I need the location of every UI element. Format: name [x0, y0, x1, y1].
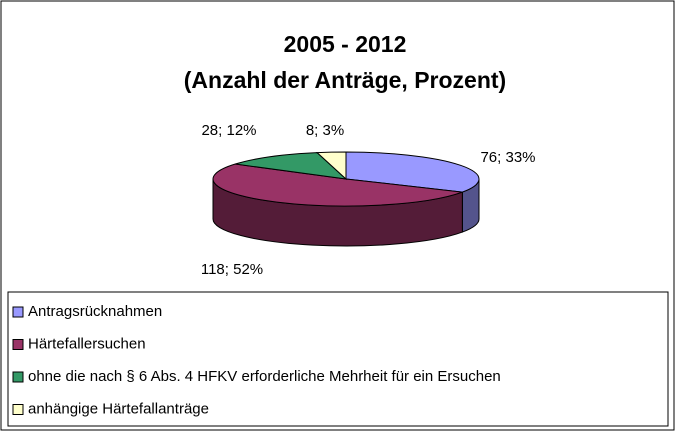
legend-swatch	[12, 404, 24, 415]
legend-label: anhängige Härtefallanträge	[28, 400, 209, 417]
data-label: 28; 12%	[201, 122, 256, 139]
data-label: 76; 33%	[480, 149, 535, 166]
legend-label: ohne die nach § 6 Abs. 4 HFKV erforderli…	[28, 368, 501, 385]
legend-swatch	[12, 306, 24, 318]
data-label: 118; 52%	[201, 261, 263, 278]
pie-slice	[235, 152, 348, 180]
pie-slice	[315, 151, 347, 181]
legend-label: Härtefallersuchen	[28, 335, 146, 352]
data-label: 8; 3%	[306, 122, 344, 139]
legend-label: Antragsrücknahmen	[28, 303, 162, 320]
chart-title: 2005 - 2012	[284, 31, 407, 57]
pie-slice	[212, 163, 463, 207]
chart-title: (Anzahl der Anträge, Prozent)	[184, 67, 506, 93]
legend-swatch	[12, 371, 24, 383]
pie-slice	[345, 151, 480, 193]
legend-box	[7, 291, 669, 427]
legend-swatch	[12, 339, 24, 350]
